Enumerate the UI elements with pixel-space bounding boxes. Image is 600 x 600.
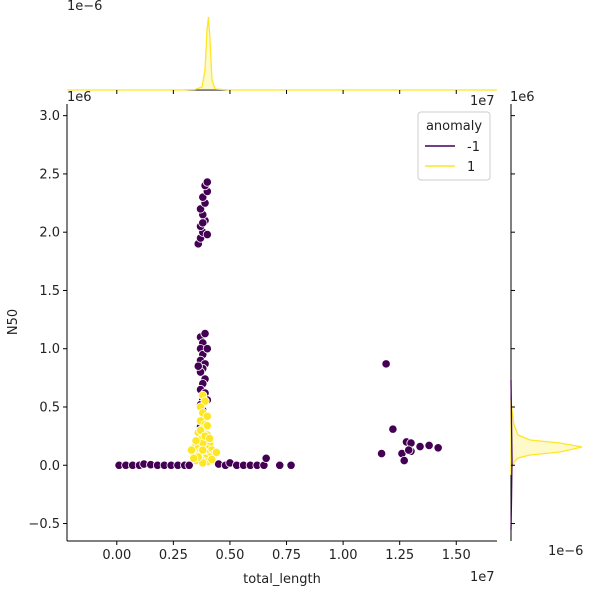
scatter-point-anomaly-neg1 [193,361,203,371]
x-axis-label: total_length [243,572,321,587]
right-marginal-kde-yellow [510,399,583,476]
scatter-point-anomaly-neg1 [275,460,285,470]
right-y-offset-text: 1e6 [510,90,535,105]
x-tick-label: 1.00 [329,548,358,563]
scatter-point-anomaly-1 [211,447,221,458]
main-axes: 0.00 0.25 0.50 0.75 1.00 1.25 1.50 −0.5 0.0 0.5 1… [6,90,535,587]
scatter-point-anomaly-neg1 [202,229,212,240]
scatter-point-anomaly-neg1 [261,453,271,463]
scatter-point-anomaly-neg1 [286,460,296,470]
scatter-point-anomaly-neg1 [424,440,434,451]
scatter-point-anomaly-1 [202,421,212,431]
scatter-point-anomaly-neg1 [399,455,409,466]
scatter-point-anomaly-neg1 [202,177,212,187]
top-x-offset-text: 1e7 [470,94,495,109]
scatter-point-anomaly-1 [186,445,197,455]
x-offset-text: 1e7 [470,570,495,585]
scatter-point-anomaly-neg1 [200,328,210,339]
y-tick-label: −0.5 [28,517,60,532]
x-tick-label: 0.00 [102,548,131,563]
scatter-point-anomaly-1 [204,433,215,444]
y-tick-label: 2.5 [39,167,60,182]
x-tick-label: 0.75 [272,548,301,563]
scatter-point-anomaly-1 [198,445,208,455]
right-marginal-panel: 1e−6 [510,104,583,559]
scatter-point-anomaly-neg1 [404,445,414,455]
right-marginal-offset-text: 1e−6 [548,544,583,559]
top-marginal-kde-yellow [67,16,497,91]
y-axis-label: N50 [6,309,21,335]
points-layer [114,177,443,470]
scatter-point-anomaly-neg1 [198,218,208,228]
x-tick-label: 0.50 [215,548,244,563]
legend-title: anomaly [426,119,482,134]
x-tick-label: 1.25 [385,548,414,563]
legend: anomaly -1 1 [417,111,491,181]
legend-label-purple: -1 [467,140,480,155]
scatter-point-anomaly-neg1 [388,424,398,434]
x-ticks: 0.00 0.25 0.50 0.75 1.00 1.25 1.50 [102,90,471,563]
scatter-point-anomaly-neg1 [381,359,391,369]
top-marginal-offset-text: 1e−6 [67,0,102,14]
x-tick-label: 0.25 [159,548,188,563]
top-marginal-panel: 1e−6 [67,0,497,91]
y-tick-label: 0.0 [39,459,60,474]
scatter-point-anomaly-neg1 [433,443,443,453]
y-tick-label: 0.5 [39,400,60,415]
y-ticks: −0.5 0.0 0.5 1.0 1.5 2.0 2.5 3.0 [28,109,515,532]
scatter-point-anomaly-neg1 [184,460,194,470]
x-tick-label: 1.50 [442,548,471,563]
y-offset-text: 1e6 [67,90,92,105]
scatter-point-anomaly-1 [207,454,217,465]
scatter-point-anomaly-neg1 [202,344,212,354]
scatter-point-anomaly-1 [189,453,199,463]
legend-label-yellow: 1 [467,160,475,175]
scatter-point-anomaly-neg1 [376,448,387,459]
scatter-point-anomaly-1 [191,436,201,446]
scatter-point-anomaly-neg1 [415,442,425,452]
y-tick-label: 1.0 [39,342,60,357]
y-tick-label: 1.5 [39,284,60,299]
y-tick-label: 3.0 [39,109,60,124]
y-tick-label: 2.0 [39,226,60,241]
